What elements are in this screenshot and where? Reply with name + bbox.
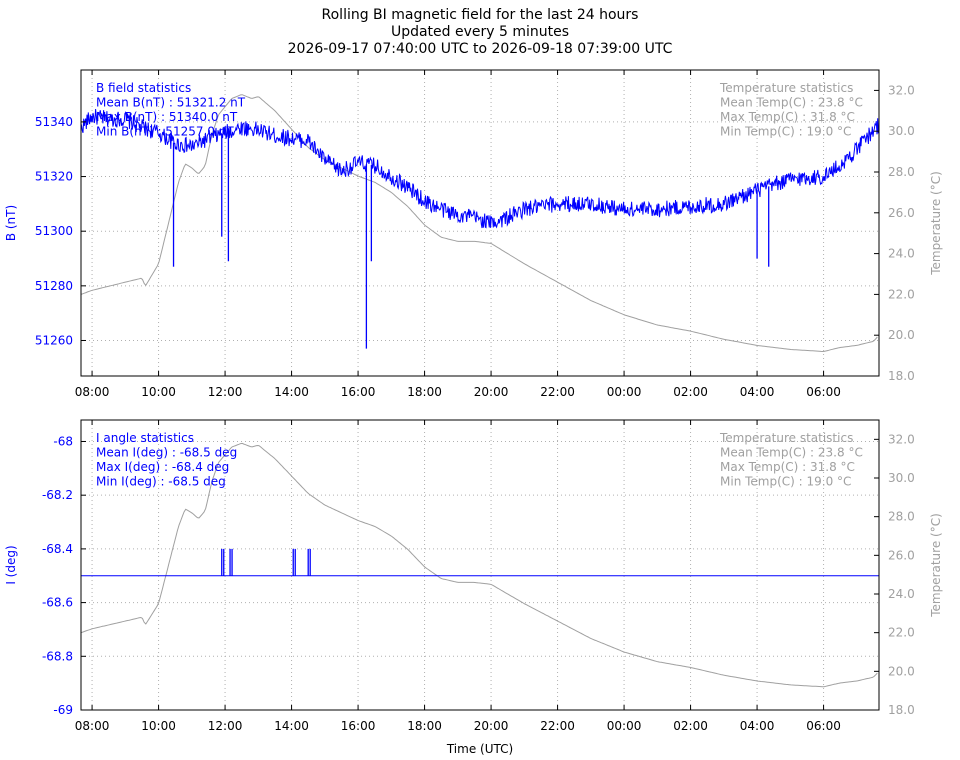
x-tick-label: 06:00 <box>806 719 841 733</box>
y2-tick-label: 26.0 <box>888 206 915 220</box>
y-tick-label: -68.6 <box>42 596 73 610</box>
stats-left-line: B field statistics <box>96 81 191 95</box>
y-tick-label: -69 <box>53 703 73 717</box>
x-tick-label: 16:00 <box>341 719 376 733</box>
x-tick-label: 02:00 <box>673 719 708 733</box>
x-tick-label: 22:00 <box>540 719 575 733</box>
x-tick-label: 14:00 <box>274 385 309 399</box>
y-tick-label: 51320 <box>35 170 73 184</box>
x-tick-label: 18:00 <box>407 385 442 399</box>
plot-frame <box>80 419 880 711</box>
y2-tick-label: 32.0 <box>888 83 915 97</box>
y2-tick-label: 24.0 <box>888 587 915 601</box>
b-field-series-line <box>80 108 880 229</box>
y-axis-label: B (nT) <box>4 205 18 241</box>
x-tick-label: 14:00 <box>274 719 309 733</box>
y2-tick-label: 26.0 <box>888 548 915 562</box>
y-tick-label: 51340 <box>35 115 73 129</box>
x-tick-label: 10:00 <box>141 719 176 733</box>
y-tick-label: -68.2 <box>42 488 73 502</box>
y2-tick-label: 20.0 <box>888 328 915 342</box>
y-tick-label: -68.4 <box>42 542 73 556</box>
x-tick-label: 06:00 <box>806 385 841 399</box>
x-tick-label: 02:00 <box>673 385 708 399</box>
stats-right-line: Max Temp(C) : 31.8 °C <box>720 460 855 474</box>
x-tick-label: 04:00 <box>740 385 775 399</box>
y-axis-label: I (deg) <box>4 545 18 584</box>
stats-right-line: Temperature statistics <box>719 431 853 445</box>
x-tick-label: 20:00 <box>474 385 509 399</box>
y2-tick-label: 24.0 <box>888 247 915 261</box>
y2-axis-label: Temperature (°C) <box>929 513 943 618</box>
chart-title: Rolling BI magnetic field for the last 2… <box>0 7 960 58</box>
x-tick-label: 12:00 <box>208 719 243 733</box>
y2-tick-label: 18.0 <box>888 369 915 383</box>
x-tick-label: 12:00 <box>208 385 243 399</box>
title-line-3: 2026-09-17 07:40:00 UTC to 2026-09-18 07… <box>287 41 673 57</box>
title-line-1: Rolling BI magnetic field for the last 2… <box>321 7 639 23</box>
y-tick-label: 51280 <box>35 279 73 293</box>
stats-right-line: Mean Temp(C) : 23.8 °C <box>720 446 863 460</box>
x-axis-label: Time (UTC) <box>446 742 513 756</box>
stats-right-line: Mean Temp(C) : 23.8 °C <box>720 96 863 110</box>
stats-left-line: Min B(nT) : 51257.0 nT <box>96 125 234 139</box>
x-tick-label: 10:00 <box>141 385 176 399</box>
x-tick-label: 00:00 <box>607 719 642 733</box>
y2-tick-label: 22.0 <box>888 287 915 301</box>
x-tick-label: 20:00 <box>474 719 509 733</box>
y-tick-label: 51300 <box>35 224 73 238</box>
y2-tick-label: 30.0 <box>888 471 915 485</box>
x-tick-label: 16:00 <box>341 385 376 399</box>
y2-tick-label: 18.0 <box>888 703 915 717</box>
stats-right-line: Min Temp(C) : 19.0 °C <box>720 475 851 489</box>
x-tick-label: 18:00 <box>407 719 442 733</box>
y-tick-label: -68.8 <box>42 649 73 663</box>
x-tick-label: 04:00 <box>740 719 775 733</box>
y2-tick-label: 20.0 <box>888 664 915 678</box>
y2-axis-label: Temperature (°C) <box>929 171 943 276</box>
stats-left-line: Max I(deg) : -68.4 deg <box>96 460 229 474</box>
y2-tick-label: 28.0 <box>888 510 915 524</box>
x-tick-label: 00:00 <box>607 385 642 399</box>
x-tick-label: 08:00 <box>75 719 110 733</box>
y2-tick-label: 22.0 <box>888 626 915 640</box>
title-line-2: Updated every 5 minutes <box>390 24 570 40</box>
x-tick-label: 22:00 <box>540 385 575 399</box>
stats-left-line: Mean B(nT) : 51321.2 nT <box>96 96 246 110</box>
y2-tick-label: 30.0 <box>888 124 915 138</box>
y2-tick-label: 28.0 <box>888 165 915 179</box>
y-tick-label: 51260 <box>35 333 73 347</box>
y2-tick-label: 32.0 <box>888 432 915 446</box>
temperature-series-line <box>80 442 878 688</box>
y-tick-label: -68 <box>53 434 73 448</box>
stats-left-line: Max B(nT) : 51340.0 nT <box>96 110 238 124</box>
stats-right-line: Min Temp(C) : 19.0 °C <box>720 125 851 139</box>
stats-left-line: Mean I(deg) : -68.5 deg <box>96 446 237 460</box>
stats-right-line: Temperature statistics <box>719 81 853 95</box>
x-tick-label: 08:00 <box>75 385 110 399</box>
stats-right-line: Max Temp(C) : 31.8 °C <box>720 110 855 124</box>
plot-frame <box>80 69 880 377</box>
stats-left-line: Min I(deg) : -68.5 deg <box>96 475 226 489</box>
stats-left-line: I angle statistics <box>96 431 194 445</box>
